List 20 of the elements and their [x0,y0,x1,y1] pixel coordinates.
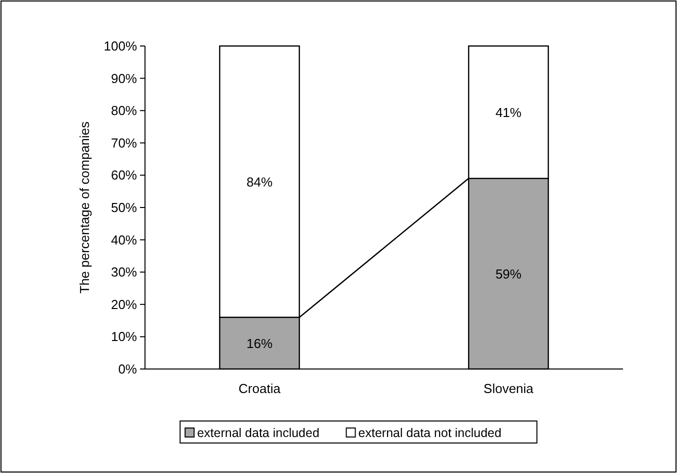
legend-label: external data included [197,426,320,440]
y-tick-label: 100% [104,38,138,54]
data-label: 59% [495,266,522,282]
y-tick-label: 70% [110,135,138,150]
data-label: 16% [246,336,273,352]
legend-label: external data not included [358,426,502,440]
y-tick-label: 60% [110,168,138,183]
y-tick-label: 90% [110,70,138,86]
y-tick-label: 20% [110,296,138,312]
y-tick-label: 40% [110,232,138,248]
y-tick-label: 0% [118,362,138,376]
y-tick-label: 50% [110,200,138,215]
x-tick-label: Croatia [238,381,282,396]
y-tick-label: 10% [110,329,138,344]
y-tick-label: 80% [110,103,138,118]
data-label: 84% [246,174,273,190]
y-tick-label: 30% [110,264,138,280]
y-axis-title: The percentage of companies [77,121,92,294]
data-label: 41% [495,105,522,120]
x-tick-label: Slovenia [484,381,534,396]
